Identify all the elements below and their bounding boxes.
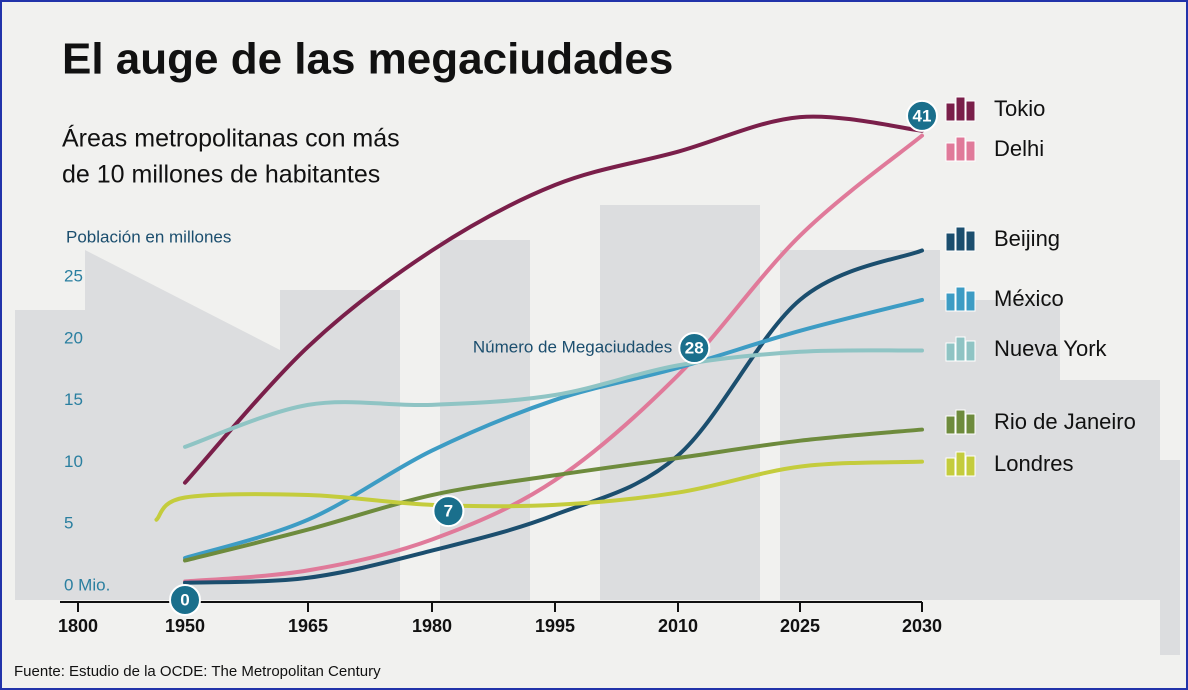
x-tick-label: 1980: [412, 616, 452, 636]
chart-title: El auge de las megaciudades: [62, 35, 673, 84]
source: Fuente: Estudio de la OCDE: The Metropol…: [14, 663, 381, 680]
count-marker: [678, 332, 711, 365]
legend-label: Rio de Janeiro: [994, 409, 1136, 434]
legend-icon-part: [955, 409, 966, 435]
x-tick-label: 2025: [780, 616, 820, 636]
legend-label: Nueva York: [994, 336, 1108, 361]
legend-icon: [945, 96, 976, 122]
series-line: [154, 459, 924, 522]
legend-icon-part: [955, 451, 966, 477]
legend-icon-part: [955, 136, 966, 162]
count-label: 41: [913, 106, 932, 125]
legend-icon-part: [965, 140, 976, 162]
series-line: [183, 297, 924, 561]
legend-icon-part: [965, 100, 976, 122]
subtitle: Áreas metropolitanas con más: [62, 124, 400, 153]
subtitle: de 10 millones de habitantes: [62, 161, 380, 189]
count-label: 0: [180, 590, 189, 609]
legend-icon-part: [945, 415, 956, 435]
series-line: [183, 427, 924, 563]
y-tick-label: 15: [64, 390, 83, 409]
x-tick-label: 1800: [58, 616, 98, 636]
series-line: [183, 348, 924, 449]
legend-icon-part: [945, 292, 956, 312]
annotation: Número de Megaciudades: [473, 338, 672, 357]
y-axis-label: Población en millones: [66, 227, 231, 246]
count-marker: [432, 495, 465, 528]
y-tick-label: 10: [64, 452, 83, 471]
x-tick-label: 1965: [288, 616, 328, 636]
skyline: [15, 205, 1180, 655]
legend-icon: [945, 286, 976, 312]
count-marker: [906, 99, 938, 132]
y-tick-label: 5: [64, 514, 73, 533]
count-label: 28: [685, 339, 704, 358]
x-tick-label: 2030: [902, 616, 942, 636]
legend-label: Tokio: [994, 96, 1045, 121]
series-line: [183, 248, 924, 585]
legend-icon: [945, 226, 976, 252]
legend-icon-part: [945, 142, 956, 162]
legend-icon-part: [965, 413, 976, 435]
y-tick-label: 25: [64, 267, 83, 286]
series-line: [183, 114, 924, 485]
legend-icon-part: [965, 340, 976, 362]
legend-label: Beijing: [994, 226, 1060, 251]
y-tick-label: 20: [64, 328, 83, 347]
legend-icon-part: [955, 226, 966, 252]
legend-icon-part: [945, 342, 956, 362]
count-marker: [169, 584, 201, 616]
y-tick-label: 0 Mio.: [64, 575, 110, 594]
legend-icon: [945, 136, 976, 162]
legend-icon: [945, 336, 976, 362]
legend-icon-part: [965, 230, 976, 252]
legend-icon-part: [955, 286, 966, 312]
legend-label: México: [994, 286, 1064, 311]
legend-icon-part: [945, 457, 956, 477]
legend-icon-part: [965, 290, 976, 312]
legend-label: Delhi: [994, 136, 1044, 161]
legend-icon: [945, 451, 976, 477]
legend-icon-part: [945, 102, 956, 122]
legend-icon-part: [945, 232, 956, 252]
legend-icon-part: [955, 96, 966, 122]
x-tick-label: 1950: [165, 616, 205, 636]
x-tick-label: 2010: [658, 616, 698, 636]
legend-icon-part: [965, 455, 976, 477]
legend-label: Londres: [994, 451, 1074, 476]
x-tick-label: 1995: [535, 616, 575, 636]
legend-icon-part: [955, 336, 966, 362]
count-label: 7: [444, 502, 453, 521]
legend-icon: [945, 409, 976, 435]
